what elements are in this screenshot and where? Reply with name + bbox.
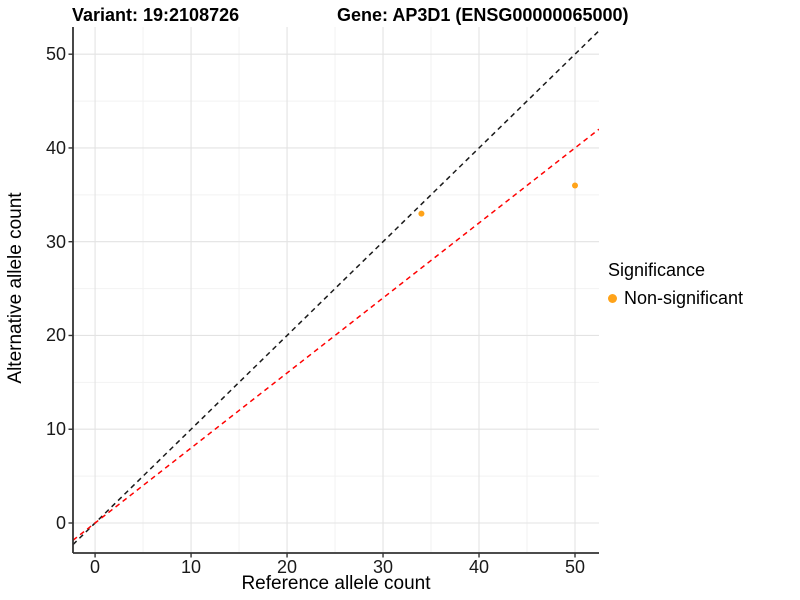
- x-tick-label: 40: [469, 557, 490, 577]
- identity-line: [73, 30, 599, 546]
- x-tick-label: 50: [564, 557, 586, 577]
- y-tick-label: 30: [45, 231, 66, 252]
- data-point: [572, 182, 579, 189]
- legend-items: Non-significant: [608, 288, 743, 309]
- data-point: [418, 210, 425, 217]
- x-tick-label: 10: [181, 557, 202, 577]
- y-tick-label: 50: [45, 44, 66, 65]
- x-tick-label: 0: [90, 557, 101, 577]
- y-tick-label: 20: [45, 325, 66, 346]
- legend-item: Non-significant: [608, 288, 743, 309]
- legend: Significance Non-significant: [608, 260, 743, 309]
- x-tick-label: 20: [277, 557, 298, 577]
- legend-title: Significance: [608, 260, 706, 280]
- legend-point-icon: [608, 294, 617, 303]
- y-axis-title: Alternative allele count: [5, 192, 26, 384]
- x-axis-title: Reference allele count: [241, 573, 431, 594]
- y-tick-label: 40: [45, 137, 66, 158]
- x-tick-label: 30: [373, 557, 394, 577]
- y-tick-label: 10: [45, 419, 66, 440]
- gene-title: Gene: AP3D1 (ENSG00000065000): [337, 5, 629, 25]
- y-tick-label: 0: [55, 512, 66, 533]
- legend-item-label: Non-significant: [624, 288, 744, 308]
- ratio-line: [73, 128, 599, 541]
- variant-title: Variant: 19:2108726: [72, 5, 240, 25]
